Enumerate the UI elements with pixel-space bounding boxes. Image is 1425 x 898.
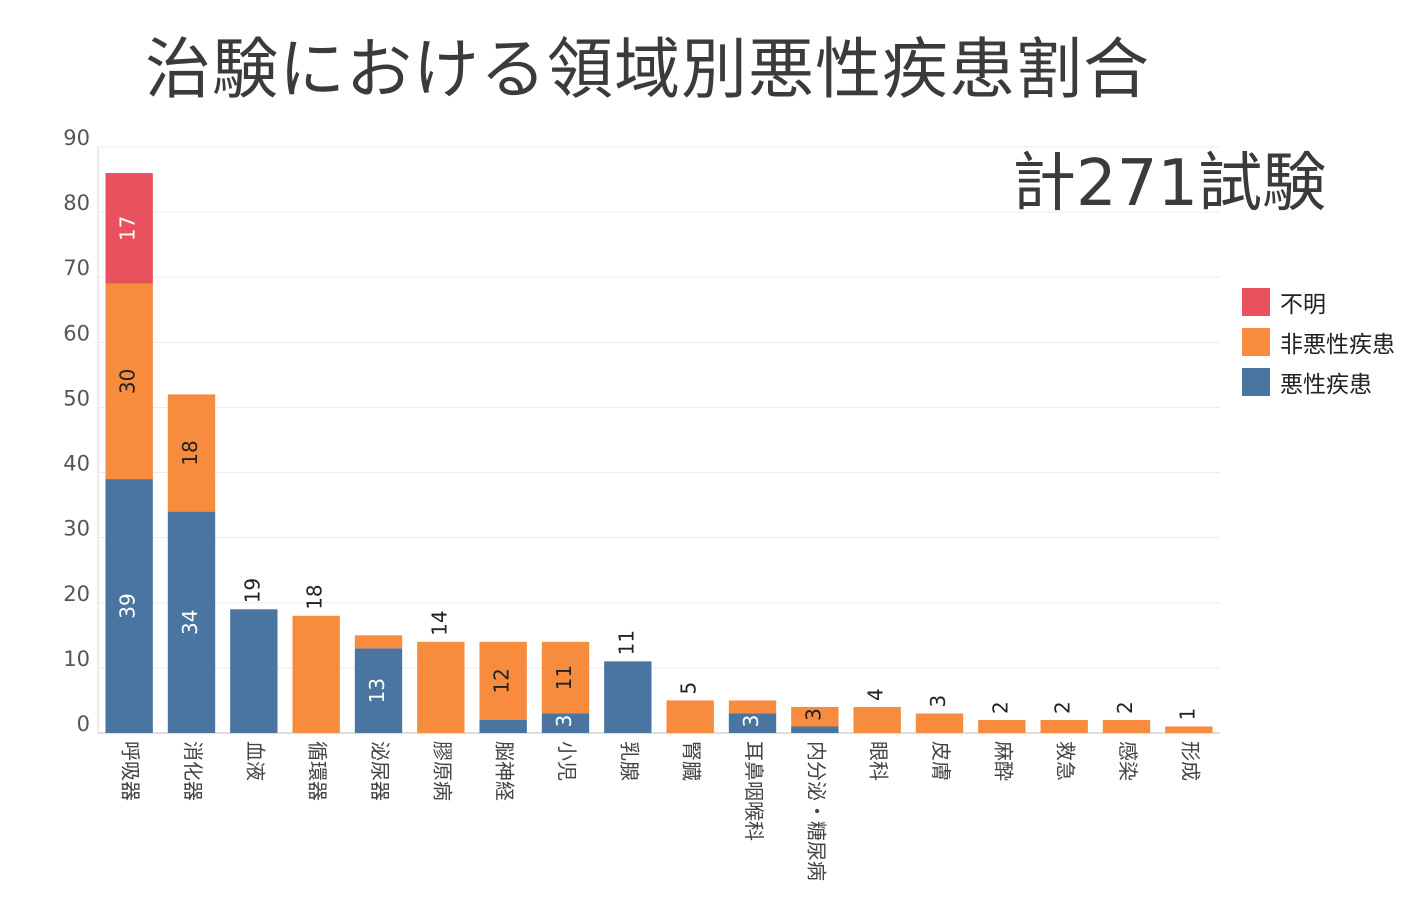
- bar-segment: [1040, 719, 1088, 733]
- legend-swatch-unknown: [1242, 288, 1270, 316]
- bar-segment: [978, 719, 1026, 733]
- y-tick-label: 70: [63, 256, 90, 280]
- bar-segment: [541, 713, 590, 733]
- x-tick-label: 眼科: [867, 741, 891, 781]
- data-label: 12: [490, 668, 514, 693]
- x-tick-label: 小児: [555, 741, 579, 781]
- data-label: 2: [988, 701, 1012, 714]
- x-tick-label: 脳神経: [493, 741, 517, 801]
- bar-segment: [354, 648, 403, 733]
- bar-segment: [915, 713, 964, 733]
- data-label: 30: [116, 369, 140, 394]
- bar-segment: [1165, 726, 1213, 733]
- data-label: 18: [303, 584, 327, 609]
- y-tick-label: 20: [63, 582, 90, 606]
- y-tick-label: 80: [63, 191, 90, 215]
- bar-segment: [853, 706, 901, 733]
- x-tick-label: 乳腺: [617, 741, 641, 781]
- legend: 不明 非悪性疾患 悪性疾患: [1242, 282, 1395, 402]
- bar-segment: [666, 700, 714, 733]
- data-label: 2: [1051, 701, 1075, 714]
- legend-label-malignant: 悪性疾患: [1280, 372, 1372, 398]
- legend-label-unknown: 不明: [1280, 292, 1326, 318]
- bar-segment: [728, 700, 777, 714]
- y-tick-label: 50: [63, 386, 90, 410]
- y-tick-label: 30: [63, 517, 90, 541]
- y-tick-label: 90: [63, 126, 90, 150]
- x-tick-label: 救急: [1054, 741, 1078, 781]
- bar-segment: [167, 394, 216, 512]
- legend-swatch-malignant: [1242, 368, 1270, 396]
- data-label: 14: [427, 610, 451, 635]
- bar-segment: [479, 719, 527, 733]
- bar-segment: [1102, 719, 1151, 733]
- bar-segment: [728, 713, 777, 733]
- legend-item-unknown[interactable]: 不明: [1242, 282, 1395, 322]
- y-tick-label: 40: [63, 452, 90, 476]
- data-label: 1: [1175, 708, 1199, 721]
- bar-segment: [230, 609, 278, 733]
- bar-segment: [105, 283, 153, 480]
- legend-item-malignant[interactable]: 悪性疾患: [1242, 362, 1395, 402]
- data-label: 3: [739, 715, 763, 728]
- bar-segment: [105, 479, 153, 733]
- data-label: 11: [552, 665, 576, 690]
- x-tick-label: 膠原病: [430, 741, 454, 801]
- x-tick-label: 血液: [243, 741, 267, 781]
- x-tick-label: 感染: [1116, 741, 1140, 781]
- data-label: 11: [614, 630, 638, 655]
- bar-segment: [479, 641, 527, 720]
- legend-item-non-malignant[interactable]: 非悪性疾患: [1242, 322, 1395, 362]
- bar-segment: [791, 706, 839, 727]
- legend-label-non-malignant: 非悪性疾患: [1280, 332, 1395, 358]
- data-label: 18: [178, 440, 202, 465]
- bar-segment: [167, 511, 216, 733]
- data-label: 2: [1113, 701, 1137, 714]
- legend-swatch-non-malignant: [1242, 328, 1270, 356]
- bar-segment: [105, 173, 153, 284]
- bar-segment: [604, 661, 652, 733]
- x-tick-label: 泌尿器: [368, 741, 392, 801]
- y-tick-label: 10: [63, 647, 90, 671]
- data-label: 39: [116, 593, 140, 618]
- x-tick-label: 皮膚: [929, 741, 953, 781]
- data-label: 17: [116, 216, 140, 241]
- x-tick-label: 耳鼻咽喉科: [742, 741, 766, 841]
- data-label: 13: [365, 678, 389, 703]
- x-tick-label: 麻酔: [991, 741, 1015, 781]
- bar-segment: [791, 726, 839, 733]
- x-tick-label: 形成: [1178, 741, 1202, 781]
- data-label: 4: [864, 688, 888, 701]
- data-label: 3: [552, 715, 576, 728]
- chart-title: 治験における領域別悪性疾患割合: [145, 31, 1150, 108]
- x-tick-label: 循環器: [306, 741, 330, 801]
- data-label: 19: [240, 578, 264, 603]
- data-label: 34: [178, 610, 202, 635]
- bar-segment: [417, 641, 465, 733]
- x-tick-label: 内分泌・糖尿病: [804, 741, 828, 881]
- bar-segment: [354, 635, 403, 649]
- total-trials-annotation: 計271試験: [1012, 147, 1327, 221]
- bar-segment: [541, 641, 590, 714]
- y-tick-label: 60: [63, 321, 90, 345]
- x-tick-label: 腎臓: [680, 741, 704, 781]
- data-label: 3: [801, 708, 825, 721]
- bar-segment: [292, 615, 340, 733]
- x-tick-label: 呼吸器: [119, 741, 143, 801]
- data-label: 5: [677, 682, 701, 695]
- x-tick-label: 消化器: [181, 741, 205, 801]
- y-tick-label: 0: [77, 712, 90, 736]
- data-label: 3: [926, 695, 950, 708]
